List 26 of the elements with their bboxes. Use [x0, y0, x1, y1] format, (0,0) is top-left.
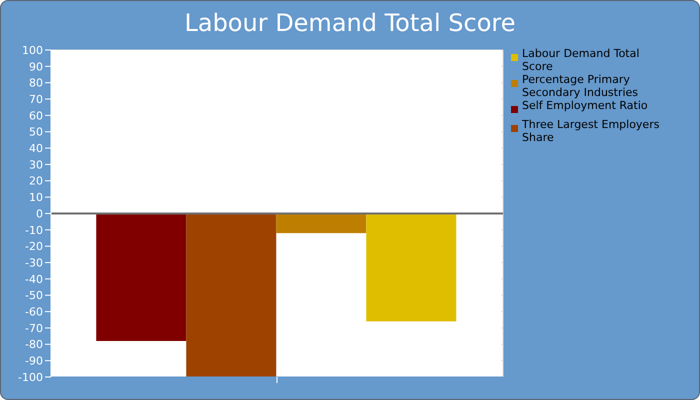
y-tick-label: 70 [29, 92, 43, 106]
y-tick-label: -40 [25, 272, 43, 286]
y-tick-label: 90 [29, 60, 43, 74]
y-tick-label: 60 [29, 109, 43, 122]
y-tick-label: -90 [25, 354, 43, 368]
legend-label: Percentage Primary Secondary Industries [522, 73, 640, 99]
y-tick-label: 30 [29, 158, 43, 172]
y-tick-label: 40 [29, 142, 43, 156]
y-tick-label: -80 [25, 338, 43, 352]
legend-label: Three Largest Employers Share [522, 118, 660, 144]
y-tick-label: -100 [18, 370, 43, 384]
y-tick-label: -60 [25, 306, 43, 319]
y-tick-label: -30 [25, 256, 43, 270]
y-tick-label: -10 [25, 224, 43, 237]
y-tick-label: -70 [25, 322, 43, 335]
legend-label: Labour Demand Total Score [522, 47, 640, 73]
y-tick-label: 50 [29, 126, 43, 139]
legend-label: Self Employment Ratio [522, 99, 648, 112]
y-tick-label: 10 [29, 191, 43, 204]
y-tick-label: 0 [36, 207, 43, 220]
y-tick-label: 100 [22, 44, 43, 57]
y-tick-label: -20 [25, 240, 43, 254]
y-tick-label: -50 [25, 289, 43, 302]
y-tick-label: 20 [29, 174, 43, 188]
chart-title: Labour Demand Total Score [183, 9, 516, 37]
y-tick-label: 80 [29, 76, 43, 90]
